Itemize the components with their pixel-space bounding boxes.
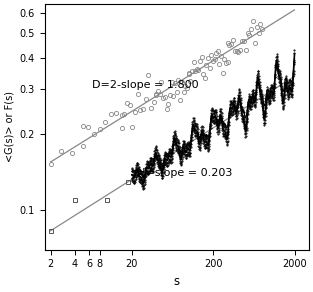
Y-axis label: <G(s)> or F(s): <G(s)> or F(s) xyxy=(4,91,14,162)
Text: H=slope = 0.203: H=slope = 0.203 xyxy=(137,168,233,178)
X-axis label: s: s xyxy=(174,275,180,288)
Text: D=2-slope = 1.800: D=2-slope = 1.800 xyxy=(92,80,199,90)
